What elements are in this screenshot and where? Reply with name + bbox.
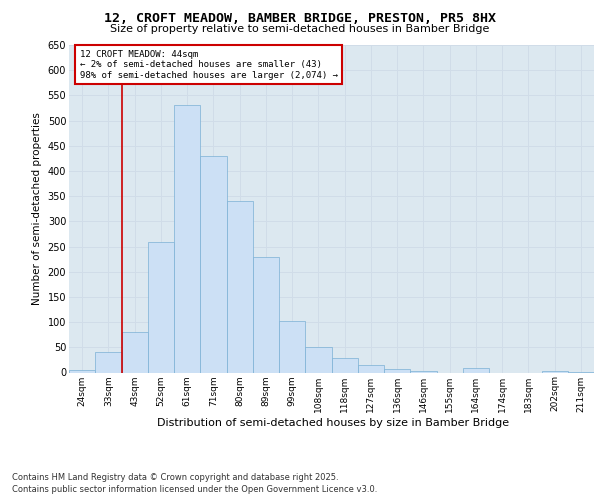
Text: Size of property relative to semi-detached houses in Bamber Bridge: Size of property relative to semi-detach… — [110, 24, 490, 34]
Bar — [121, 332, 148, 372]
Text: Contains HM Land Registry data © Crown copyright and database right 2025.: Contains HM Land Registry data © Crown c… — [12, 472, 338, 482]
Bar — [69, 370, 95, 372]
Bar — [463, 368, 489, 372]
Bar — [253, 256, 279, 372]
Bar — [384, 369, 410, 372]
Bar — [227, 201, 253, 372]
Bar — [174, 106, 200, 372]
Bar — [200, 156, 227, 372]
Text: Contains public sector information licensed under the Open Government Licence v3: Contains public sector information licen… — [12, 485, 377, 494]
Bar — [279, 320, 305, 372]
Bar — [305, 348, 331, 372]
Bar — [331, 358, 358, 372]
Y-axis label: Number of semi-detached properties: Number of semi-detached properties — [32, 112, 42, 305]
Bar — [95, 352, 121, 372]
Bar — [358, 366, 384, 372]
Text: 12 CROFT MEADOW: 44sqm
← 2% of semi-detached houses are smaller (43)
98% of semi: 12 CROFT MEADOW: 44sqm ← 2% of semi-deta… — [79, 50, 337, 80]
Bar — [148, 242, 174, 372]
Text: 12, CROFT MEADOW, BAMBER BRIDGE, PRESTON, PR5 8HX: 12, CROFT MEADOW, BAMBER BRIDGE, PRESTON… — [104, 12, 496, 26]
Text: Distribution of semi-detached houses by size in Bamber Bridge: Distribution of semi-detached houses by … — [157, 418, 509, 428]
Bar — [410, 371, 437, 372]
